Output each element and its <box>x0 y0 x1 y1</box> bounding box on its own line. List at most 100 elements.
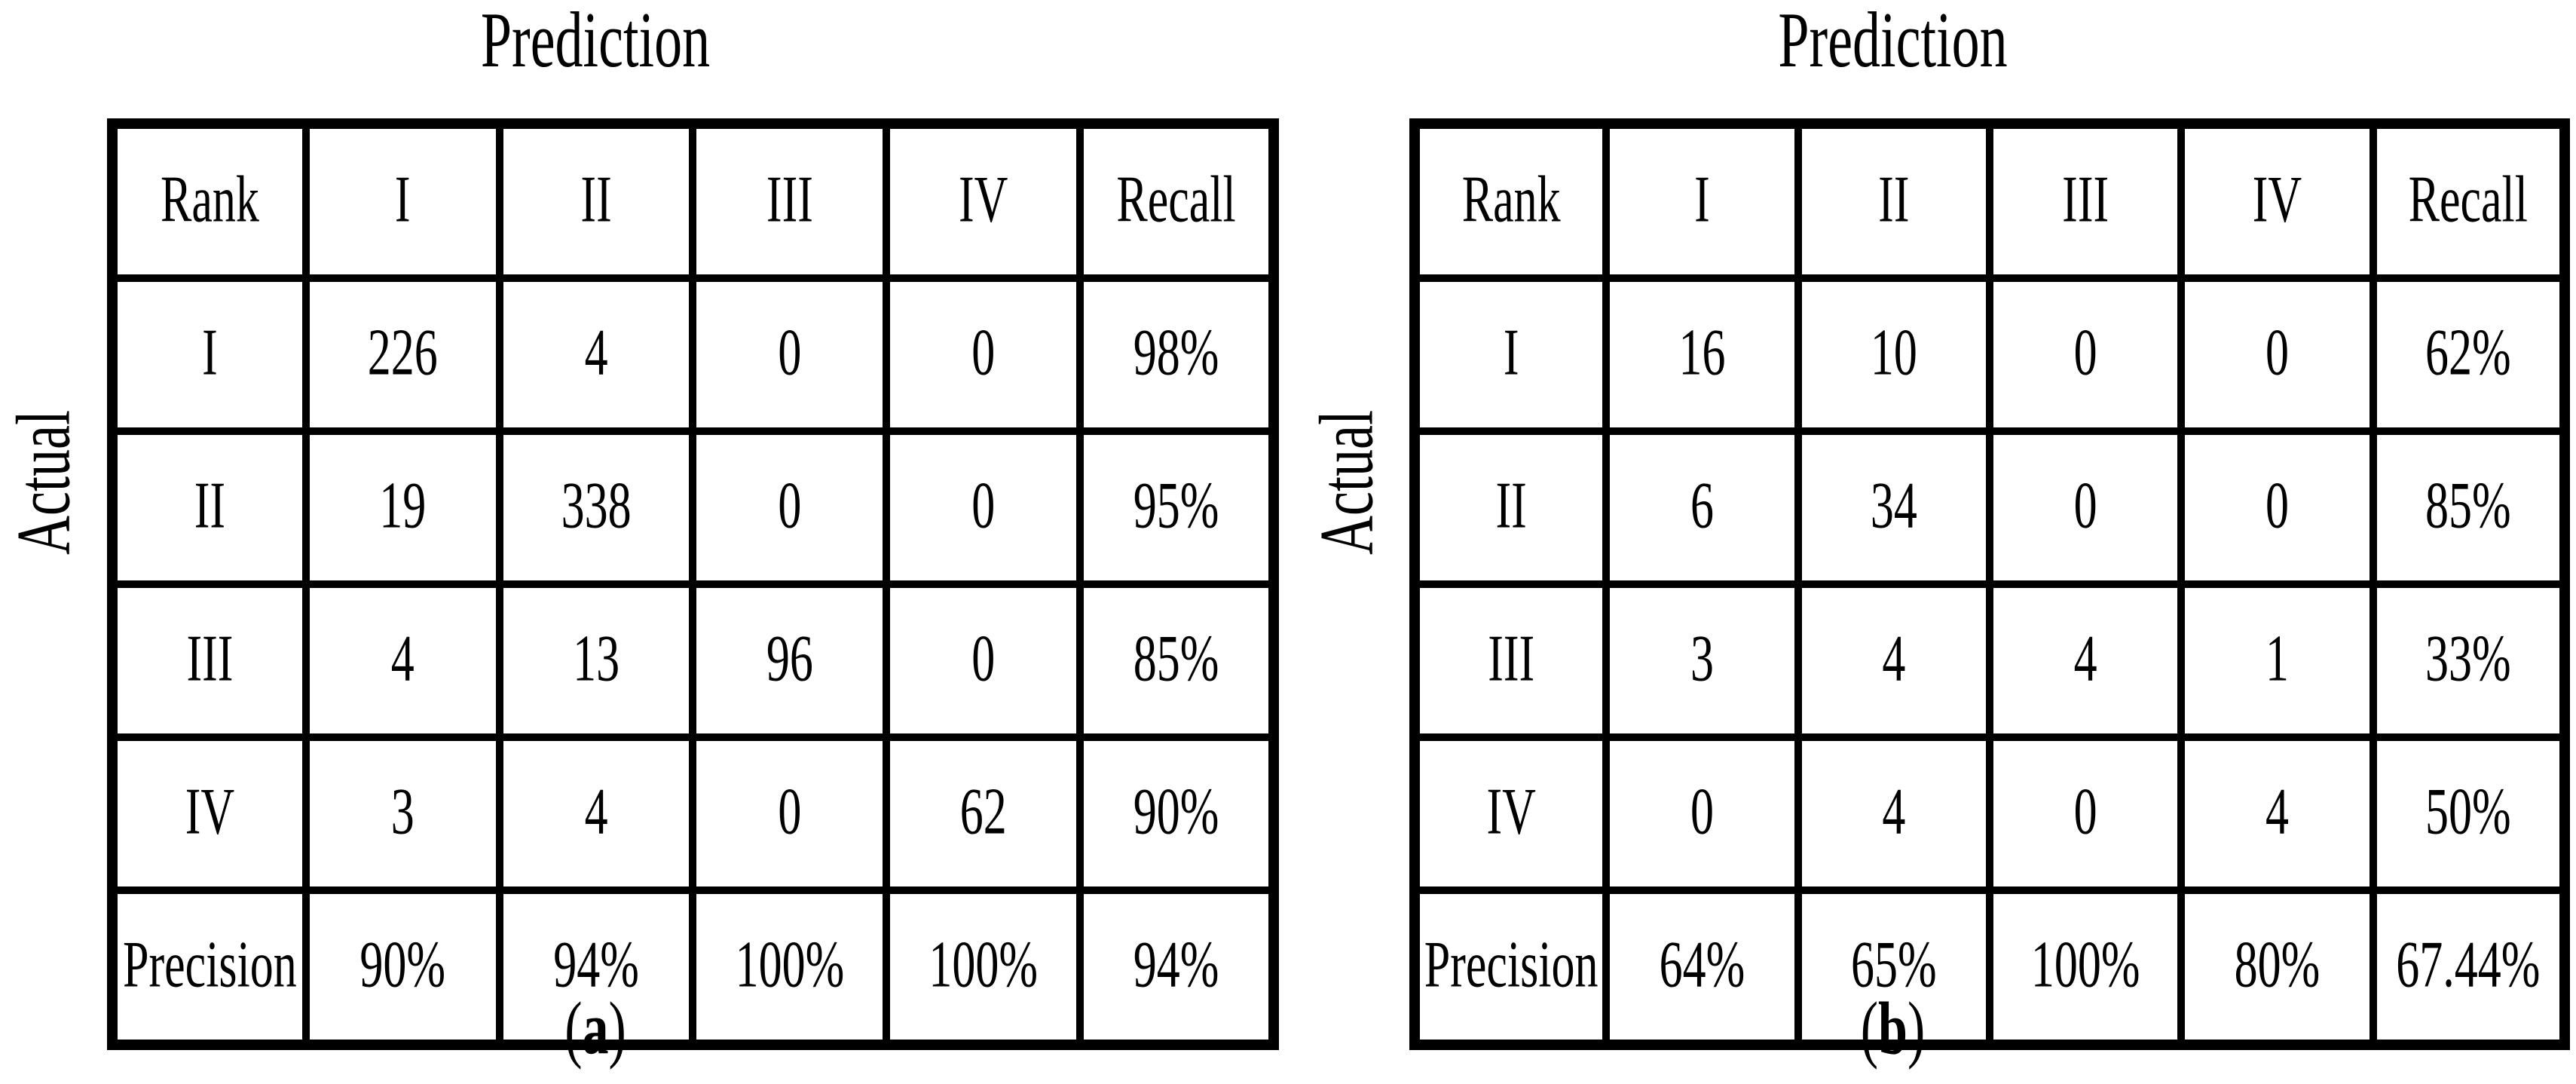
precision-row: Precision 90% 94% 100% 100% 94% <box>109 886 1277 1049</box>
overall-accuracy-cell: 67.44% <box>2369 886 2569 1049</box>
col-header-iv: IV <box>883 120 1085 282</box>
matrix-cell: 0 <box>1985 427 2186 588</box>
matrix-cell: 4 <box>495 274 697 435</box>
caption-letter: a <box>582 988 609 1071</box>
actual-axis-title-a: Actual <box>1 410 87 555</box>
precision-cell-ii: 94% <box>495 886 697 1049</box>
matrix-cell: 1 <box>2177 580 2377 741</box>
precision-label-cell: Precision <box>109 886 310 1049</box>
row-label-ii: II <box>1410 427 1611 588</box>
precision-row: Precision 64% 65% 100% 80% 67.44% <box>1410 886 2569 1049</box>
caption-paren-open: ( <box>1860 988 1879 1071</box>
diagonal-cell-i-i: 16 <box>1602 274 1802 435</box>
caption-paren-close: ) <box>608 988 626 1071</box>
header-row: Rank I II III IV Recall <box>109 120 1277 282</box>
row-label-iii: III <box>109 580 310 741</box>
matrix-cell: 0 <box>1985 733 2186 894</box>
subfigure-caption-a: (a) <box>107 988 1084 1070</box>
precision-cell-ii: 65% <box>1794 886 1993 1049</box>
table-row: IV 0 4 0 4 50% <box>1410 733 2569 894</box>
actual-axis-title-text: Actual <box>0 410 87 555</box>
matrix-cell: 0 <box>1985 274 2186 435</box>
precision-cell-iv: 100% <box>883 886 1085 1049</box>
confusion-matrix-table-b: Rank I II III IV Recall I 16 10 0 0 62% … <box>1409 118 2570 1050</box>
diagonal-cell-iv-iv: 4 <box>2177 733 2377 894</box>
matrix-cell: 4 <box>1794 733 1993 894</box>
prediction-axis-title-text: Prediction <box>1778 0 2008 85</box>
col-header-i: I <box>301 120 503 282</box>
recall-cell-iv: 50% <box>2369 733 2569 894</box>
recall-header-cell: Recall <box>2369 120 2569 282</box>
matrix-cell: 0 <box>883 580 1085 741</box>
col-header-iii: III <box>1985 120 2186 282</box>
diagonal-cell-i-i: 226 <box>301 274 503 435</box>
matrix-cell: 0 <box>883 274 1085 435</box>
col-header-ii: II <box>1794 120 1993 282</box>
diagonal-cell-ii-ii: 34 <box>1794 427 1993 588</box>
matrix-cell: 4 <box>1794 580 1993 741</box>
overall-accuracy-cell: 94% <box>1076 886 1277 1049</box>
row-label-iv: IV <box>1410 733 1611 894</box>
diagonal-cell-iii-iii: 4 <box>1985 580 2186 741</box>
precision-cell-i: 64% <box>1602 886 1802 1049</box>
table-row: I 226 4 0 0 98% <box>109 274 1277 435</box>
matrix-cell: 0 <box>689 274 891 435</box>
matrix-cell: 0 <box>1602 733 1802 894</box>
col-header-iv: IV <box>2177 120 2377 282</box>
diagonal-cell-ii-ii: 338 <box>495 427 697 588</box>
matrix-cell: 4 <box>495 733 697 894</box>
row-label-ii: II <box>109 427 310 588</box>
precision-cell-iii: 100% <box>1985 886 2186 1049</box>
rank-header-cell: Rank <box>109 120 310 282</box>
col-header-iii: III <box>689 120 891 282</box>
row-label-iii: III <box>1410 580 1611 741</box>
table-row: III 4 13 96 0 85% <box>109 580 1277 741</box>
matrix-cell: 3 <box>1602 580 1802 741</box>
confusion-matrix-panel-b: Prediction Actual Rank I II III IV Recal… <box>1288 0 2576 1084</box>
matrix-cell: 19 <box>301 427 503 588</box>
diagonal-cell-iii-iii: 96 <box>689 580 891 741</box>
diagonal-cell-iv-iv: 62 <box>883 733 1085 894</box>
prediction-axis-title-a: Prediction <box>107 0 1084 84</box>
row-label-iv: IV <box>109 733 310 894</box>
matrix-cell: 6 <box>1602 427 1802 588</box>
matrix-cell: 4 <box>301 580 503 741</box>
prediction-axis-title-text: Prediction <box>480 0 711 85</box>
table-row: I 16 10 0 0 62% <box>1410 274 2569 435</box>
subfigure-caption-b: (b) <box>1409 988 2376 1070</box>
recall-cell-i: 98% <box>1076 274 1277 435</box>
recall-cell-iii: 33% <box>2369 580 2569 741</box>
caption-paren-open: ( <box>564 988 583 1071</box>
actual-axis-title-text: Actual <box>1303 410 1390 555</box>
matrix-cell: 0 <box>2177 274 2377 435</box>
recall-cell-ii: 95% <box>1076 427 1277 588</box>
matrix-cell: 0 <box>689 427 891 588</box>
row-label-i: I <box>1410 274 1611 435</box>
precision-cell-iv: 80% <box>2177 886 2377 1049</box>
matrix-cell: 13 <box>495 580 697 741</box>
table-row: IV 3 4 0 62 90% <box>109 733 1277 894</box>
precision-cell-iii: 100% <box>689 886 891 1049</box>
confusion-matrix-table-a: Rank I II III IV Recall I 226 4 0 0 98% … <box>107 118 1279 1050</box>
matrix-cell: 0 <box>883 427 1085 588</box>
actual-axis-title-b: Actual <box>1304 410 1390 555</box>
col-header-i: I <box>1602 120 1802 282</box>
col-header-ii: II <box>495 120 697 282</box>
table-row: III 3 4 4 1 33% <box>1410 580 2569 741</box>
rank-header-cell: Rank <box>1410 120 1611 282</box>
caption-letter: b <box>1878 988 1908 1071</box>
matrix-cell: 10 <box>1794 274 1993 435</box>
prediction-axis-title-b: Prediction <box>1409 0 2376 84</box>
precision-cell-i: 90% <box>301 886 503 1049</box>
row-label-i: I <box>109 274 310 435</box>
recall-cell-i: 62% <box>2369 274 2569 435</box>
header-row: Rank I II III IV Recall <box>1410 120 2569 282</box>
matrix-cell: 0 <box>2177 427 2377 588</box>
recall-cell-iii: 85% <box>1076 580 1277 741</box>
caption-paren-close: ) <box>1907 988 1926 1071</box>
confusion-matrix-panel-a: Prediction Actual Rank I II III IV Recal… <box>1 0 1279 1070</box>
recall-cell-iv: 90% <box>1076 733 1277 894</box>
recall-cell-ii: 85% <box>2369 427 2569 588</box>
recall-header-cell: Recall <box>1076 120 1277 282</box>
